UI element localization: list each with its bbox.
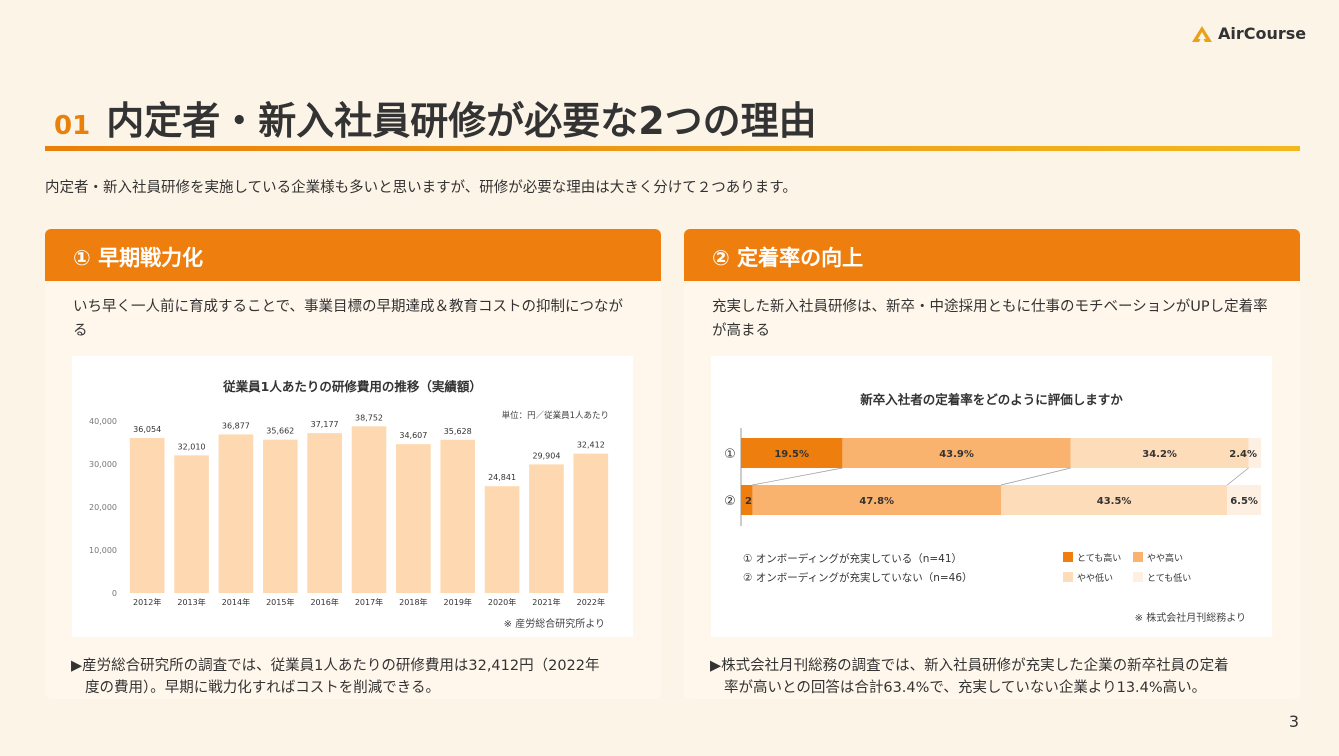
chart-source: ※ 株式会社月刊総務より bbox=[1134, 613, 1246, 624]
bar bbox=[174, 455, 209, 593]
legend-label: とても高い bbox=[1077, 552, 1121, 564]
bar bbox=[129, 437, 165, 593]
x-tick-label: 2022年 bbox=[577, 597, 605, 607]
x-tick-label: 2014年 bbox=[222, 597, 250, 607]
panel-retention: ② 定着率の向上 充実した新入社員研修は、新卒・中途採用ともに仕事のモチベーショ… bbox=[684, 229, 1300, 699]
stack-segment bbox=[741, 485, 753, 515]
page-title: 01 内定者・新入社員研修が必要な2つの理由 bbox=[54, 90, 817, 145]
bar bbox=[529, 464, 564, 593]
stack-segment bbox=[741, 438, 843, 468]
stack-segment bbox=[842, 438, 1071, 468]
bar-value-label: 32,010 bbox=[178, 442, 206, 451]
category-description: ② オンボーディングが充実していない（n=46） bbox=[743, 571, 973, 584]
y-tick-label: 10,000 bbox=[89, 546, 117, 555]
bar bbox=[484, 486, 520, 593]
panel-heading: ① 早期戦力化 bbox=[45, 229, 661, 281]
bar bbox=[307, 433, 342, 593]
x-tick-label: 2021年 bbox=[532, 597, 560, 607]
legend-swatch bbox=[1063, 552, 1073, 562]
intro-text: 内定者・新入社員研修を実施している企業様も多いと思いますが、研修が必要な理由は大… bbox=[45, 180, 797, 196]
bar bbox=[351, 426, 387, 593]
legend-label: とても低い bbox=[1147, 572, 1191, 584]
retention-chart: 新卒入社者の定着率をどのように評価しますか ① 19.5% 43.9% 34.2% 2.… bbox=[711, 356, 1272, 637]
category-label: ② bbox=[724, 494, 736, 509]
note-line-1: ▶産労総合研究所の調査では、従業員1人あたりの研修費用は32,412円（2022… bbox=[71, 658, 600, 674]
note-line-2: 度の費用）。早期に戦力化すればコストを削減できる。 bbox=[85, 680, 440, 696]
connector-line bbox=[1226, 467, 1249, 486]
legend-swatch bbox=[1133, 572, 1143, 582]
chart-unit-note: 単位：円／従業員1人あたり bbox=[501, 411, 609, 421]
y-tick-label: 20,000 bbox=[89, 503, 117, 512]
bar-value-label: 24,841 bbox=[488, 473, 516, 482]
chart-title: 従業員1人あたりの研修費用の推移（実績額） bbox=[223, 379, 482, 394]
bar bbox=[440, 439, 476, 593]
connector-line bbox=[1000, 467, 1071, 486]
segment-value-label: 43.9% bbox=[939, 449, 974, 460]
bar-value-label: 32,412 bbox=[577, 441, 605, 450]
category-label: ① bbox=[724, 447, 736, 462]
panel-description: 充実した新入社員研修は、新卒・中途採用ともに仕事のモチベーションがUPし定着率が… bbox=[712, 299, 1268, 339]
aircourse-logo: AirCourse bbox=[1191, 24, 1306, 43]
legend-swatch bbox=[1063, 572, 1073, 582]
panel-heading: ② 定着率の向上 bbox=[684, 229, 1300, 281]
legend-label: やや高い bbox=[1147, 552, 1183, 564]
x-tick-label: 2020年 bbox=[488, 597, 516, 607]
segment-value-label: 6.5% bbox=[1230, 496, 1258, 507]
segment-value-label: 2.4% bbox=[1229, 449, 1257, 460]
stack-segment bbox=[1001, 485, 1228, 515]
y-tick-label: 30,000 bbox=[89, 460, 117, 469]
stack-segment bbox=[1070, 438, 1249, 468]
bar-chart-svg: 0 10,000 20,000 30,000 40,000 36,054 2012年 32,0… bbox=[89, 413, 609, 607]
x-tick-label: 2017年 bbox=[355, 597, 383, 607]
segment-value-label: 19.5% bbox=[774, 449, 809, 460]
bar-value-label: 36,054 bbox=[133, 425, 161, 434]
bar-value-label: 34,607 bbox=[399, 431, 427, 440]
stack-segment bbox=[1227, 485, 1261, 515]
legend-swatch bbox=[1133, 552, 1143, 562]
title-underline bbox=[45, 146, 1300, 151]
logo-text: AirCourse bbox=[1218, 24, 1307, 43]
bar bbox=[262, 439, 298, 593]
stack-segment bbox=[1248, 438, 1261, 468]
panel-early-empowerment: ① 早期戦力化 いち早く一人前に育成することで、事業目標の早期達成＆教育コストの… bbox=[45, 229, 661, 699]
panel-note: ▶株式会社月刊総務の調査では、新入社員研修が充実した企業の新卒社員の定着 率が高… bbox=[710, 655, 1270, 699]
stacked-chart-svg: ①19.5%43.9%34.2%2.4%②2.2%47.8%43.5%6.5%①… bbox=[724, 428, 1261, 584]
bar-value-label: 35,662 bbox=[266, 427, 294, 436]
title-number: 01 bbox=[54, 111, 91, 141]
x-tick-label: 2012年 bbox=[133, 597, 161, 607]
title-text: 内定者・新入社員研修が必要な2つの理由 bbox=[106, 99, 817, 143]
x-tick-label: 2016年 bbox=[310, 597, 338, 607]
bar-value-label: 38,752 bbox=[355, 413, 383, 422]
segment-value-label: 47.8% bbox=[859, 496, 894, 507]
panel-description: いち早く一人前に育成することで、事業目標の早期達成＆教育コストの抑制につながる bbox=[73, 299, 623, 339]
bar-value-label: 29,904 bbox=[532, 451, 560, 460]
note-line-1: ▶株式会社月刊総務の調査では、新入社員研修が充実した企業の新卒社員の定着 bbox=[710, 658, 1229, 674]
connector-line bbox=[752, 467, 843, 486]
chart-title: 新卒入社者の定着率をどのように評価しますか bbox=[860, 392, 1123, 407]
bar-value-label: 35,628 bbox=[444, 427, 472, 436]
legend-label: やや低い bbox=[1077, 572, 1113, 584]
note-line-2: 率が高いとの回答は合計63.4%で、充実していない企業より13.4%高い。 bbox=[724, 680, 1207, 696]
panel-note: ▶産労総合研究所の調査では、従業員1人あたりの研修費用は32,412円（2022… bbox=[71, 655, 631, 699]
chart-source: ※ 産労総合研究所より bbox=[503, 619, 605, 630]
bar-value-label: 36,877 bbox=[222, 421, 250, 430]
x-tick-label: 2019年 bbox=[444, 597, 472, 607]
x-tick-label: 2015年 bbox=[266, 597, 294, 607]
bar-value-label: 37,177 bbox=[311, 420, 339, 429]
bar bbox=[573, 453, 609, 593]
page-number: 3 bbox=[1288, 712, 1299, 731]
x-tick-label: 2018年 bbox=[399, 597, 427, 607]
y-tick-label: 0 bbox=[112, 589, 117, 598]
segment-value-label: 34.2% bbox=[1142, 449, 1177, 460]
x-tick-label: 2013年 bbox=[177, 597, 205, 607]
stack-segment bbox=[752, 485, 1001, 515]
bar bbox=[396, 444, 431, 593]
aircourse-logo-icon bbox=[1192, 25, 1212, 42]
category-description: ① オンボーディングが充実している（n=41） bbox=[743, 552, 962, 565]
segment-value-label: 43.5% bbox=[1097, 496, 1132, 507]
y-tick-label: 40,000 bbox=[89, 417, 117, 426]
bar bbox=[218, 434, 254, 593]
training-cost-chart: 従業員1人あたりの研修費用の推移（実績額） 単位：円／従業員1人あたり 0 10,… bbox=[72, 356, 633, 637]
